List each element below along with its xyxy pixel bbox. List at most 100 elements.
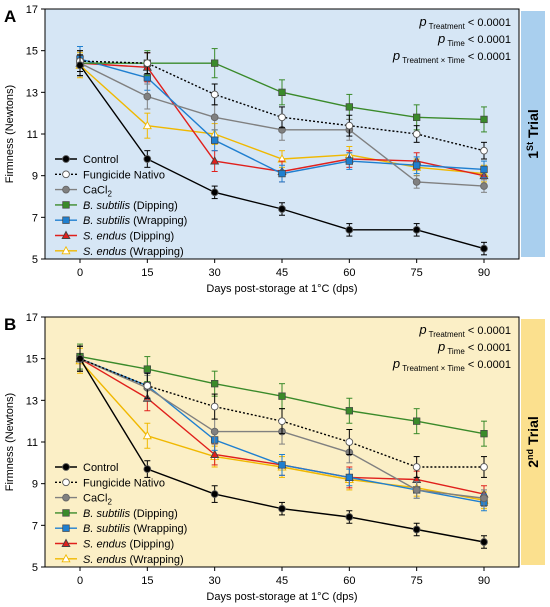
data-point: [480, 244, 488, 253]
legend-label: S. endus (Wrapping): [83, 246, 184, 258]
data-point: [278, 417, 286, 426]
x-tick-label: 45: [276, 267, 288, 279]
legend-entry-cacl2: CaCl2: [55, 493, 112, 507]
legend-label: B. subtilis (Wrapping): [83, 215, 187, 227]
x-tick-label: 90: [478, 575, 490, 587]
series-control: [76, 345, 488, 549]
data-point: [412, 525, 421, 534]
data-point: [210, 113, 219, 122]
data-point: [142, 430, 152, 440]
x-tick-label: 30: [209, 267, 221, 279]
x-tick-label: 15: [141, 575, 153, 587]
y-tick-label: 11: [27, 437, 38, 449]
legend-entry-bs_wrap: B. subtilis (Wrapping): [55, 523, 187, 535]
data-point: [413, 113, 421, 121]
data-point: [480, 182, 488, 190]
data-point: [211, 136, 219, 144]
legend-entry-control: Control: [55, 154, 118, 166]
legend-marker: [62, 216, 70, 224]
data-point: [76, 61, 84, 70]
data-point: [412, 463, 421, 471]
data-point: [143, 59, 152, 68]
legend-marker: [61, 245, 71, 255]
legend-label: Control: [83, 462, 118, 474]
y-tick-label: 7: [32, 520, 38, 532]
legend-marker: [61, 538, 71, 547]
data-point: [480, 463, 488, 471]
y-axis-label: Firmness (Newtons): [4, 85, 16, 183]
data-point: [143, 381, 152, 390]
x-tick-label: 60: [343, 575, 355, 587]
legend-marker: [61, 230, 71, 239]
x-tick-label: 0: [77, 267, 83, 279]
legend-label: Fungicide Nativo: [83, 169, 165, 181]
data-point: [345, 473, 353, 482]
y-tick-label: 9: [32, 479, 38, 491]
x-tick-label: 0: [77, 575, 83, 587]
data-point: [143, 155, 152, 163]
legend-label: Fungicide Nativo: [83, 477, 165, 489]
data-point: [142, 120, 152, 130]
y-tick-label: 5: [32, 254, 38, 266]
data-point: [210, 90, 219, 99]
data-point: [412, 225, 421, 234]
trial-label: 1St Trial: [525, 109, 541, 158]
y-axis-label: Firmness (Newtons): [4, 393, 16, 491]
legend-marker: [62, 478, 70, 487]
data-point: [345, 438, 354, 446]
y-tick-label: 17: [26, 312, 38, 324]
data-point: [210, 188, 219, 197]
y-tick-label: 7: [32, 212, 38, 224]
legend-entry-fungicide: Fungicide Nativo: [55, 169, 165, 181]
legend-label: CaCl2: [83, 185, 112, 199]
data-point: [480, 146, 488, 155]
legend-entry-fungicide: Fungicide Nativo: [55, 477, 165, 489]
x-tick-label: 45: [276, 575, 288, 587]
legend-label: S. endus (Dipping): [83, 231, 174, 243]
data-point: [211, 380, 219, 388]
series-bs_dip: [76, 343, 488, 447]
legend-marker: [61, 553, 71, 563]
data-point: [278, 461, 286, 469]
data-point: [210, 449, 220, 458]
data-point: [278, 113, 286, 122]
data-point: [413, 161, 421, 169]
y-tick-label: 11: [27, 129, 38, 141]
legend-entry-se_wrap: S. endus (Wrapping): [55, 246, 184, 258]
data-point: [278, 392, 286, 400]
stat-line: p Treatment < 0.0001: [418, 322, 511, 339]
legend-entry-se_wrap: S. endus (Wrapping): [55, 554, 184, 566]
stat-line: p Treatment × Time < 0.0001: [392, 48, 511, 65]
data-point: [480, 430, 488, 438]
data-point: [210, 427, 219, 436]
data-point: [480, 115, 488, 124]
legend-entry-se_dip: S. endus (Dipping): [55, 231, 174, 243]
trial-tab: [521, 319, 545, 565]
data-point: [143, 92, 152, 101]
data-point: [278, 205, 286, 213]
y-tick-label: 15: [26, 354, 38, 366]
legend-marker: [62, 155, 70, 163]
data-point: [412, 178, 421, 186]
legend-marker: [62, 509, 70, 517]
data-point: [278, 504, 286, 513]
panel-b: 2nd Trial B 5 7 9 11 13 15 17 0 15 30 45 60 75 90 Days p…: [4, 312, 545, 603]
data-point: [76, 354, 84, 363]
legend-entry-cacl2: CaCl2: [55, 185, 112, 199]
x-axis-label: Days post-storage at 1°C (dps): [206, 591, 357, 603]
trial-label: 2nd Trial: [525, 416, 541, 467]
data-point: [412, 486, 421, 494]
x-tick-label: 75: [411, 267, 423, 279]
data-point: [210, 490, 219, 498]
x-tick-label: 60: [343, 267, 355, 279]
data-point: [345, 103, 353, 111]
legend-label: B. subtilis (Dipping): [83, 200, 178, 212]
panel-label: A: [4, 7, 16, 26]
legend-entry-bs_wrap: B. subtilis (Wrapping): [55, 215, 187, 227]
legend-label: S. endus (Dipping): [83, 539, 174, 551]
data-point: [210, 402, 219, 411]
data-point: [278, 169, 286, 178]
legend-marker: [62, 463, 70, 471]
legend-marker: [62, 493, 70, 502]
